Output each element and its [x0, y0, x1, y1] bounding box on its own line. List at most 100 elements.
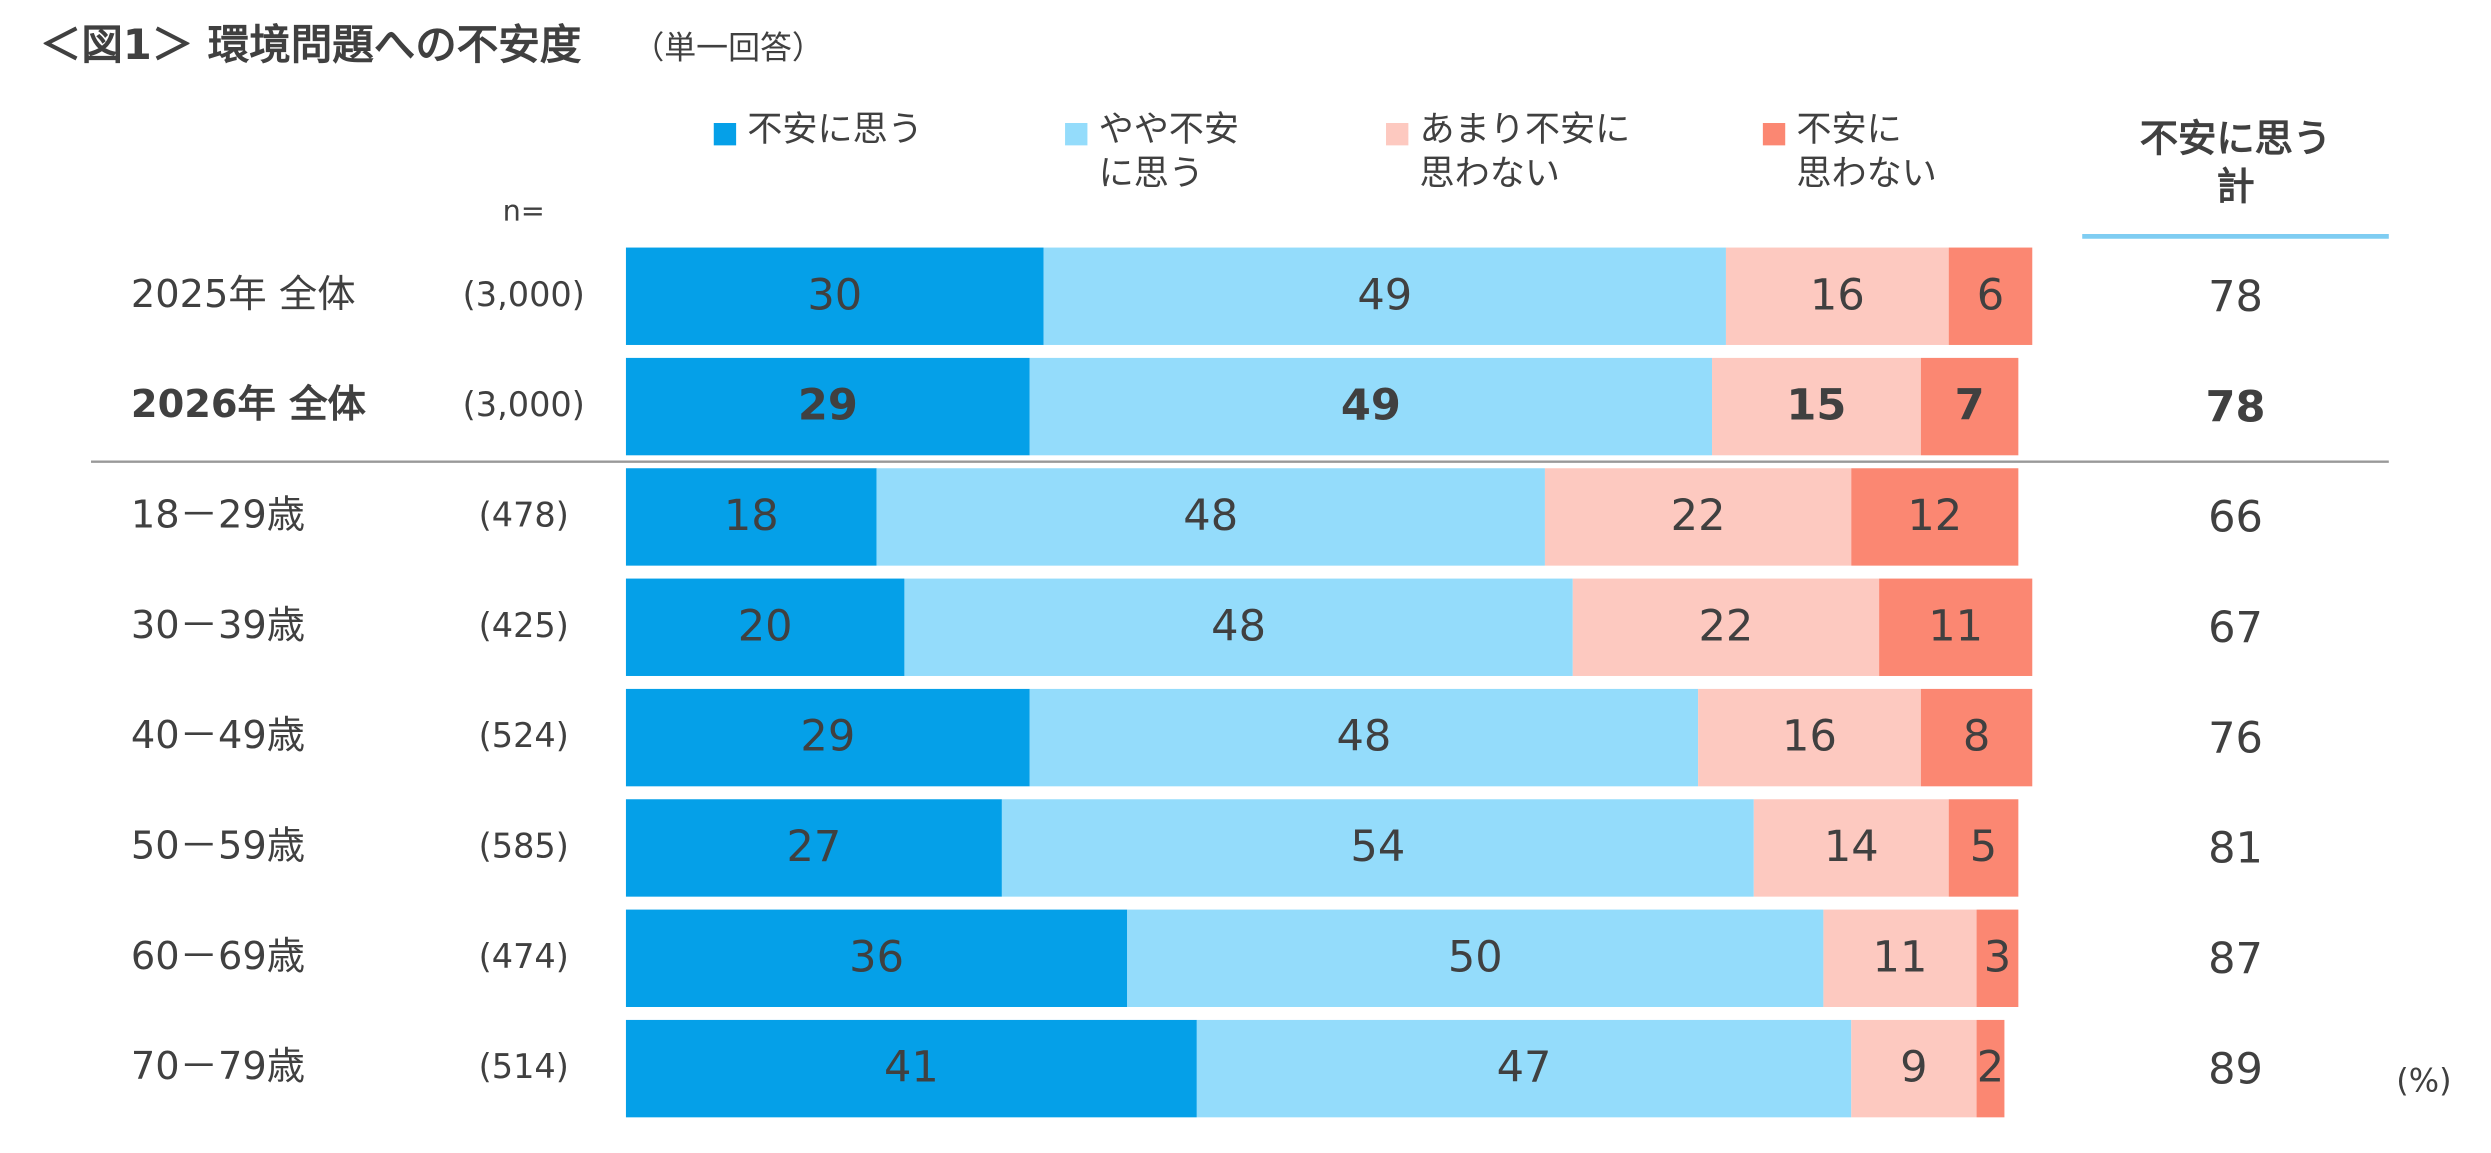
total-label: 87 — [2208, 934, 2263, 984]
value-label: 7 — [1955, 381, 1985, 431]
total-label: 81 — [2208, 824, 2263, 874]
legend-swatch — [1065, 123, 1088, 146]
bar-segment — [1948, 799, 2019, 897]
n-label: (3,000) — [463, 275, 585, 314]
value-label: 18 — [724, 491, 779, 541]
bar-segment — [1196, 1019, 1852, 1118]
bar-segment — [625, 1019, 1197, 1118]
value-label: 49 — [1357, 270, 1412, 320]
bar-segment — [904, 578, 1573, 676]
bar-segment — [1127, 909, 1824, 1007]
legend-swatch — [1762, 123, 1786, 146]
category-label: 30－39歳 — [131, 603, 305, 648]
bar-segment — [1976, 1019, 2005, 1118]
value-label: 29 — [798, 381, 858, 431]
bar-segment — [625, 357, 1030, 456]
bar-segment — [1851, 1019, 1977, 1118]
bar-segment — [1544, 468, 1852, 566]
bar-segment — [625, 909, 1128, 1007]
category-label: 70－79歳 — [131, 1044, 305, 1089]
chart-subtitle: （単一回答） — [632, 29, 824, 67]
bar-segment — [1948, 247, 2033, 345]
value-label: 11 — [1873, 932, 1928, 982]
value-label: 48 — [1183, 491, 1238, 541]
bar-segment — [625, 799, 1002, 897]
value-label: 41 — [884, 1043, 939, 1093]
value-label: 27 — [786, 822, 841, 872]
bar-segment — [1725, 247, 1949, 345]
bar-segment — [1851, 468, 2019, 566]
value-label: 49 — [1341, 381, 1401, 431]
bar-segment — [876, 468, 1545, 566]
value-label: 11 — [1928, 601, 1983, 651]
value-label: 12 — [1907, 491, 1962, 541]
n-label: (524) — [479, 716, 569, 755]
value-label: 48 — [1211, 601, 1266, 651]
value-label: 22 — [1699, 601, 1754, 651]
bar-segment — [1976, 909, 2019, 1007]
n-label: (478) — [479, 495, 569, 534]
total-label: 76 — [2208, 713, 2263, 763]
totals-header: 不安に思う計 — [2140, 116, 2332, 209]
legend-swatch — [1386, 123, 1409, 146]
value-label: 54 — [1350, 822, 1405, 872]
total-label: 66 — [2208, 493, 2263, 543]
bar-segment — [1572, 578, 1880, 676]
value-label: 30 — [807, 270, 862, 320]
bar-segment — [625, 578, 905, 676]
n-label: (474) — [479, 937, 569, 976]
category-label: 2025年 全体 — [131, 272, 356, 317]
total-label: 78 — [2206, 382, 2266, 432]
bar-segment — [1043, 247, 1726, 345]
value-label: 16 — [1782, 712, 1837, 762]
value-label: 16 — [1810, 270, 1865, 320]
bar-segment — [1823, 909, 1977, 1007]
legend-label: やや不安に思う — [1099, 109, 1239, 194]
value-label: 3 — [1984, 932, 2011, 982]
legend-label: 不安に思わない — [1796, 109, 1936, 194]
category-label: 2026年 全体 — [131, 382, 367, 427]
value-label: 47 — [1497, 1043, 1552, 1093]
value-label: 14 — [1824, 822, 1879, 872]
bar-segment — [1712, 357, 1921, 456]
category-label: 40－49歳 — [131, 713, 305, 758]
legend-label: 不安に思う — [747, 109, 923, 150]
value-label: 20 — [738, 601, 793, 651]
value-label: 50 — [1448, 932, 1503, 982]
value-label: 6 — [1977, 270, 2004, 320]
value-label: 2 — [1977, 1043, 2004, 1093]
bar-segment — [1698, 688, 1921, 787]
bar-segment — [1879, 578, 2033, 676]
n-header: n= — [503, 193, 545, 227]
bar-segment — [1001, 799, 1754, 897]
total-label: 67 — [2208, 603, 2263, 653]
bar-segment — [1753, 799, 1949, 897]
chart-title: ＜図1＞ 環境問題への不安度 — [40, 20, 582, 69]
bar-segment — [1029, 688, 1699, 787]
value-label: 8 — [1963, 712, 1990, 762]
unit-label: (%) — [2396, 1062, 2451, 1100]
category-label: 50－59歳 — [131, 823, 305, 868]
bar-segment — [625, 688, 1030, 787]
total-label: 89 — [2208, 1044, 2263, 1094]
bar-segment — [1920, 357, 2019, 456]
total-label: 78 — [2208, 272, 2263, 322]
value-label: 5 — [1970, 822, 1997, 872]
legend-swatch — [713, 123, 737, 146]
bar-segment — [1920, 688, 2033, 787]
value-label: 9 — [1900, 1043, 1927, 1093]
n-label: (514) — [479, 1047, 569, 1086]
value-label: 48 — [1336, 712, 1391, 762]
bar-segment — [625, 468, 877, 566]
value-label: 36 — [849, 932, 904, 982]
value-label: 22 — [1671, 491, 1726, 541]
value-label: 29 — [800, 712, 855, 762]
bar-segment — [625, 247, 1044, 345]
n-label: (585) — [479, 826, 569, 865]
category-label: 18－29歳 — [131, 492, 305, 537]
bar-segment — [1029, 357, 1713, 456]
n-label: (3,000) — [463, 385, 585, 424]
category-label: 60－69歳 — [131, 934, 305, 979]
n-label: (425) — [479, 606, 569, 645]
